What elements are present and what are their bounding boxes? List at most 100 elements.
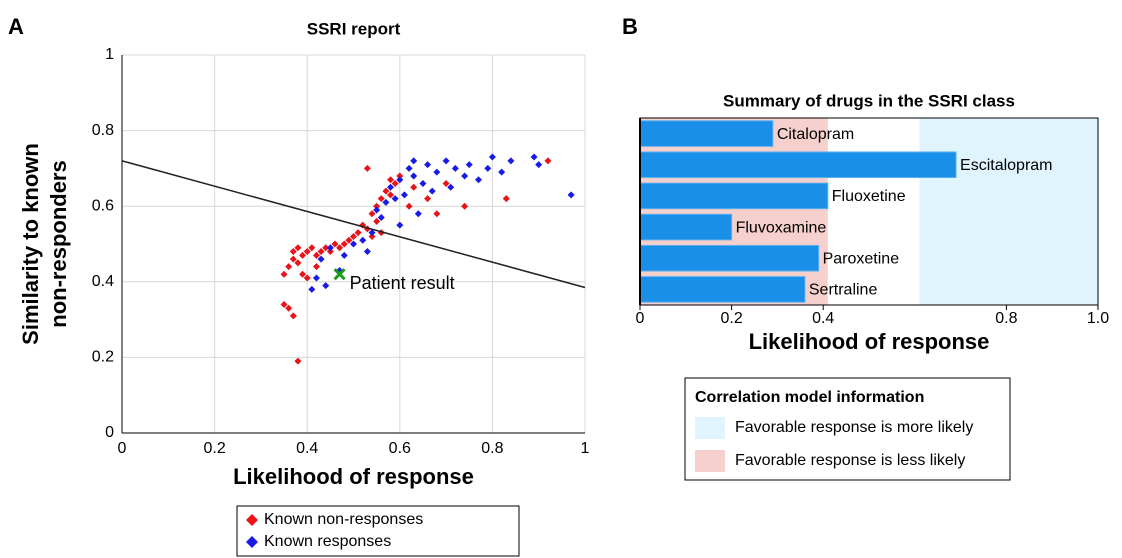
scatter-point bbox=[373, 217, 381, 225]
scatter-point bbox=[382, 198, 390, 206]
scatter-point bbox=[373, 202, 381, 210]
scatter-point bbox=[391, 195, 399, 203]
x-tick-label: 0 bbox=[118, 440, 127, 457]
scatter-point bbox=[368, 229, 376, 237]
scatter-point bbox=[350, 240, 357, 248]
scatter-point bbox=[326, 248, 334, 256]
scatter-point bbox=[447, 183, 455, 191]
scatter-point bbox=[567, 191, 575, 199]
scatter-point bbox=[424, 161, 432, 169]
scatter-point bbox=[294, 357, 302, 365]
scatter-point bbox=[322, 282, 330, 290]
bar-label: Paroxetine bbox=[823, 250, 900, 267]
bar-label: Citalopram bbox=[777, 126, 854, 143]
legend-label: Known non-responses bbox=[264, 511, 423, 528]
x-tick-label: 0.8 bbox=[481, 440, 503, 457]
bar bbox=[639, 276, 806, 303]
scatter-point bbox=[530, 153, 538, 161]
legend-marker bbox=[246, 536, 258, 548]
bar-label: Fluvoxamine bbox=[736, 219, 827, 236]
legend-label: Known responses bbox=[264, 533, 391, 550]
chart-title: Summary of drugs in the SSRI class bbox=[723, 91, 1015, 110]
bar bbox=[639, 244, 820, 272]
scatter-point bbox=[433, 210, 441, 218]
scatter-point bbox=[340, 251, 348, 259]
x-axis-title: Likelihood of response bbox=[749, 329, 990, 354]
bar bbox=[639, 213, 733, 241]
scatter-point bbox=[377, 195, 385, 203]
scatter-point bbox=[331, 240, 339, 248]
scatter-point bbox=[317, 248, 325, 256]
y-tick-label: 0.4 bbox=[92, 273, 114, 290]
scatter-point bbox=[451, 164, 459, 172]
scatter-point bbox=[414, 210, 422, 218]
scatter-point bbox=[363, 248, 371, 256]
x-axis-title: Likelihood of response bbox=[233, 464, 474, 489]
bar-label: Sertraline bbox=[809, 282, 878, 299]
scatter-point bbox=[396, 176, 404, 184]
scatter-point bbox=[424, 195, 432, 203]
scatter-point bbox=[396, 172, 404, 180]
scatter-point bbox=[484, 164, 492, 172]
scatter-point bbox=[359, 236, 367, 244]
scatter-point bbox=[294, 259, 302, 267]
x-tick-label: 0 bbox=[636, 310, 645, 327]
bar bbox=[639, 120, 774, 147]
y-axis-title: non-responders bbox=[46, 160, 71, 327]
scatter-point bbox=[285, 263, 293, 271]
scatter-point bbox=[289, 312, 297, 320]
scatter-point bbox=[410, 183, 418, 191]
bar bbox=[639, 182, 829, 210]
scatter-point bbox=[535, 161, 543, 169]
scatter-point bbox=[461, 172, 469, 180]
scatter-point bbox=[312, 251, 320, 259]
scatter-point bbox=[280, 300, 288, 308]
scatter-point bbox=[350, 232, 357, 240]
scatter-point bbox=[428, 187, 436, 195]
scatter-point bbox=[303, 274, 311, 282]
chart-title: SSRI report bbox=[307, 19, 401, 38]
y-tick-label: 0.2 bbox=[92, 349, 114, 366]
scatter-point bbox=[336, 244, 344, 252]
x-tick-label: 1 bbox=[581, 440, 590, 457]
x-tick-label: 1.0 bbox=[1087, 310, 1109, 327]
scatter-point bbox=[387, 191, 395, 199]
scatter-point bbox=[289, 248, 297, 256]
scatter-point bbox=[303, 248, 311, 256]
scatter-point bbox=[340, 240, 348, 248]
y-axis-title: Similarity to known bbox=[18, 143, 43, 345]
scatter-point bbox=[299, 270, 307, 278]
patient-marker bbox=[333, 268, 346, 281]
legend-label: Favorable response is less likely bbox=[735, 452, 965, 469]
scatter-point bbox=[507, 157, 515, 165]
y-tick-label: 0.6 bbox=[92, 197, 114, 214]
x-tick-label: 0.2 bbox=[203, 440, 225, 457]
scatter-point bbox=[299, 251, 307, 259]
scatter-point bbox=[410, 157, 418, 165]
scatter-point bbox=[308, 244, 316, 252]
trend-line bbox=[121, 160, 586, 289]
scatter-point bbox=[317, 255, 325, 263]
x-tick-label: 0.4 bbox=[296, 440, 318, 457]
annotation: Patient result bbox=[350, 273, 455, 293]
panel-label: B bbox=[622, 14, 638, 39]
x-tick-label: 0.8 bbox=[995, 310, 1017, 327]
scatter-point bbox=[396, 221, 404, 229]
x-tick-label: 0.2 bbox=[720, 310, 742, 327]
scatter-point bbox=[488, 153, 496, 161]
bar-label: Escitalopram bbox=[960, 157, 1052, 174]
scatter-point bbox=[442, 180, 450, 188]
scatter-point bbox=[373, 206, 381, 214]
scatter-point bbox=[498, 168, 506, 176]
bar-label: Fluoxetine bbox=[832, 188, 906, 205]
scatter-point bbox=[312, 274, 320, 282]
scatter-point bbox=[285, 304, 293, 312]
scatter-point bbox=[382, 187, 390, 195]
scatter-point bbox=[363, 164, 371, 172]
legend-label: Favorable response is more likely bbox=[735, 419, 973, 436]
scatter-point bbox=[377, 214, 385, 222]
legend-title: Correlation model information bbox=[695, 389, 924, 406]
scatter-point bbox=[368, 210, 376, 218]
